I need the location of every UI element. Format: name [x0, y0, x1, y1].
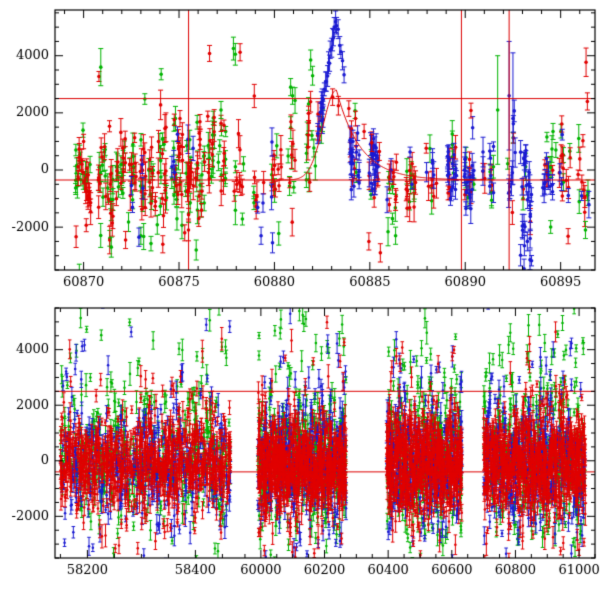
lightcurve-canvas	[0, 0, 600, 600]
figure	[0, 0, 600, 600]
